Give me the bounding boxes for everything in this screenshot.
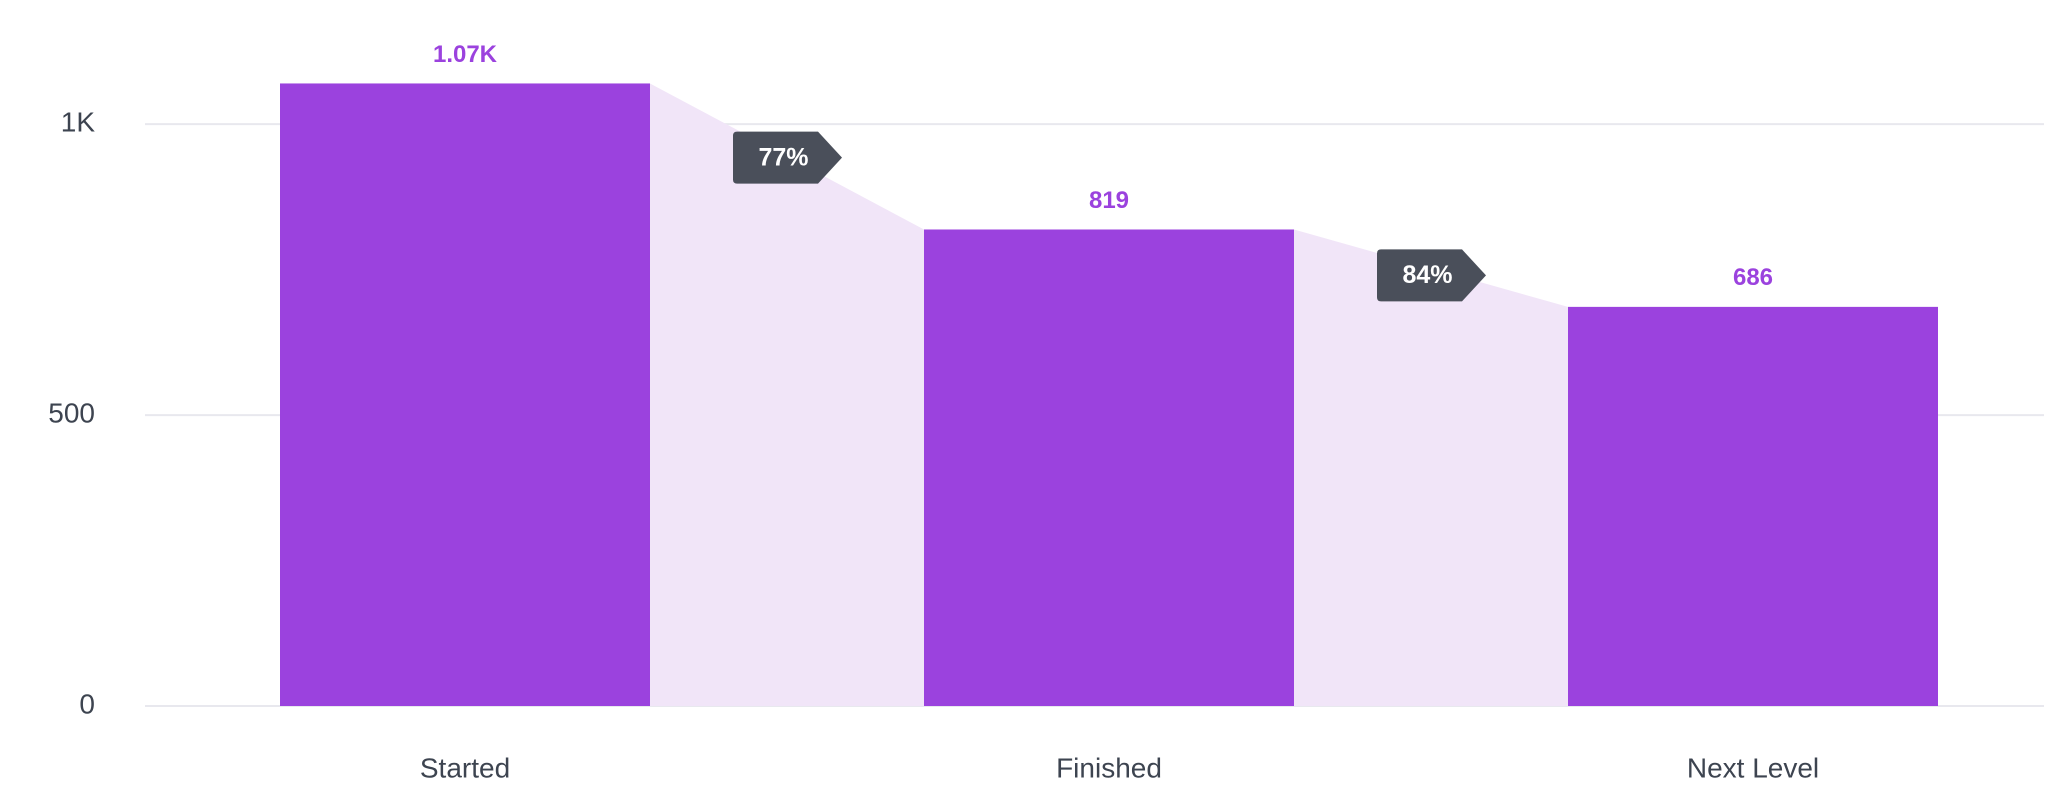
y-tick-label: 500 <box>48 397 95 428</box>
bar <box>280 83 650 707</box>
value-label: 1.07K <box>433 41 498 68</box>
funnel-transition <box>650 83 924 707</box>
bar <box>924 229 1294 706</box>
conversion-badge <box>733 131 842 184</box>
x-tick-label: Started <box>420 752 510 783</box>
funnel-transition <box>1294 229 1568 706</box>
y-tick-label: 1K <box>61 107 96 138</box>
value-label: 819 <box>1089 187 1129 214</box>
conversion-label: 77% <box>758 143 808 171</box>
conversion-badge <box>1377 249 1486 302</box>
bar <box>1568 306 1938 706</box>
conversion-label: 84% <box>1402 261 1452 289</box>
y-tick-label: 0 <box>79 688 95 719</box>
value-label: 686 <box>1733 264 1773 291</box>
x-tick-label: Finished <box>1056 752 1162 783</box>
x-tick-label: Next Level <box>1687 752 1819 783</box>
